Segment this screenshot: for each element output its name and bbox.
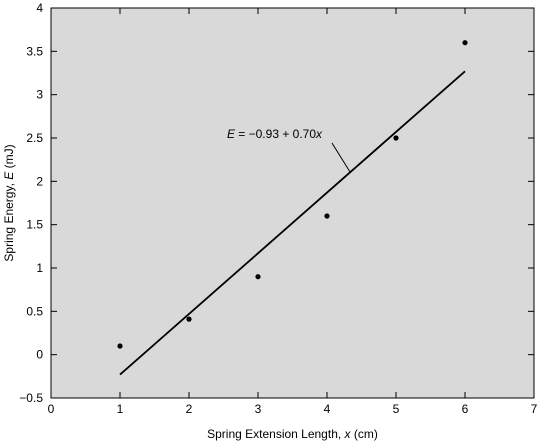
x-tick-label: 3 (255, 402, 262, 416)
data-point (324, 213, 330, 219)
y-tick-label: 4 (36, 1, 43, 15)
y-tick-label: 2.5 (26, 131, 43, 145)
y-tick-label: 1.5 (26, 218, 43, 232)
y-tick-label: 3 (36, 88, 43, 102)
y-tick-label: −0.5 (19, 391, 43, 405)
y-tick-label: 0.5 (26, 304, 43, 318)
x-axis-label: Spring Extension Length, x (cm) (207, 427, 378, 441)
fit-line-group (119, 70, 466, 376)
x-tick-label: 6 (462, 402, 469, 416)
x-tick-label: 5 (393, 402, 400, 416)
data-points (117, 40, 468, 349)
y-tick-label: 0 (36, 348, 43, 362)
y-tick-label: 1 (36, 261, 43, 275)
y-axis-label: Spring Energy, E (mJ) (2, 144, 16, 261)
y-axis-ticks: −0.5 0 0.5 1 1.5 2 2.5 3 3.5 4 (19, 1, 534, 405)
annotation-group: E = −0.93 + 0.70x (227, 127, 351, 173)
y-tick-label: 2 (36, 174, 43, 188)
data-point (255, 274, 261, 280)
x-axis-ticks: 0 1 2 3 4 5 6 7 (48, 8, 537, 416)
x-tick-label: 0 (48, 402, 55, 416)
x-tick-label: 4 (324, 402, 331, 416)
x-tick-label: 1 (117, 402, 124, 416)
data-point (186, 316, 192, 322)
x-tick-label: 2 (186, 402, 193, 416)
fit-equation-label: E = −0.93 + 0.70x (227, 127, 323, 141)
y-tick-label: 3.5 (26, 44, 43, 58)
data-point (393, 135, 399, 141)
x-tick-label: 7 (531, 402, 537, 416)
fit-line (119, 70, 466, 376)
annotation-leader-line (331, 142, 351, 173)
plot-area (50, 7, 535, 399)
data-point (117, 343, 123, 349)
data-point (462, 40, 468, 46)
